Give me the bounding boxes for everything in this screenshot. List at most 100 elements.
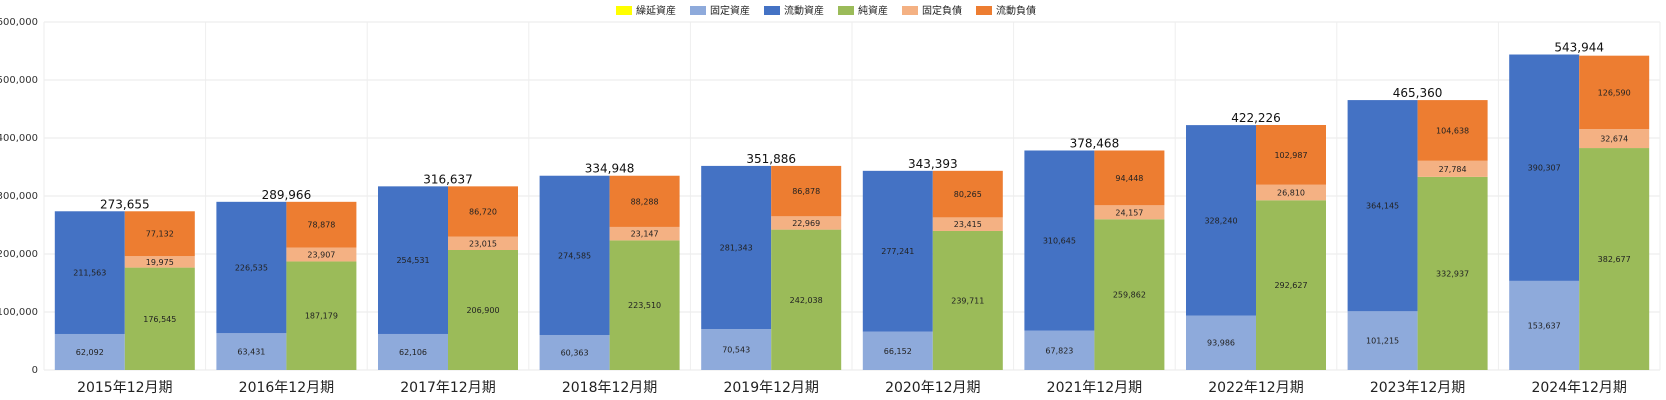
bar-segment <box>1256 200 1326 370</box>
data-label: 88,288 <box>631 197 659 206</box>
data-label: 281,343 <box>720 243 753 252</box>
data-label: 80,265 <box>954 190 982 199</box>
data-label: 274,585 <box>558 251 591 260</box>
data-label: 78,878 <box>307 221 335 230</box>
total-label: 334,948 <box>585 162 635 176</box>
data-label: 277,241 <box>881 247 914 256</box>
legend-swatch <box>902 6 918 15</box>
bar-segment <box>1509 280 1580 370</box>
bar-segment <box>609 226 680 241</box>
data-label: 242,038 <box>790 296 823 305</box>
total-label: 465,360 <box>1393 86 1443 100</box>
bar-segment <box>286 261 357 370</box>
bar-segment <box>1094 205 1165 220</box>
bar-segment <box>1417 160 1488 177</box>
y-tick-label: 300,000 <box>0 191 38 202</box>
bar-segment <box>1094 219 1165 370</box>
bar-segment <box>1347 100 1418 312</box>
bar-segment <box>124 256 195 268</box>
data-label: 153,637 <box>1528 321 1561 330</box>
total-label: 378,468 <box>1070 136 1120 150</box>
legend-swatch <box>616 6 632 15</box>
data-label: 62,106 <box>399 348 427 357</box>
data-label: 70,543 <box>722 346 750 355</box>
bar-segment <box>1256 184 1326 201</box>
bar-segment <box>539 334 610 370</box>
bar-segment <box>862 170 933 332</box>
bar-segment <box>1186 125 1256 316</box>
bar-segment <box>1579 55 1650 130</box>
total-label: 289,966 <box>262 188 312 202</box>
bar-segment <box>932 170 1003 218</box>
data-label: 23,907 <box>307 251 335 260</box>
data-label: 211,563 <box>73 269 106 278</box>
total-label: 316,637 <box>423 172 473 186</box>
total-label: 343,393 <box>908 157 958 171</box>
legend-label: 流動資産 <box>784 4 824 17</box>
legend-swatch <box>690 6 706 15</box>
bar-segment <box>1579 129 1650 149</box>
bar-segment <box>1509 54 1580 281</box>
bar-segment <box>1024 150 1095 331</box>
bar-segment <box>286 247 357 262</box>
legend-label: 流動負債 <box>996 4 1036 17</box>
x-tick-label: 2019年12月期 <box>723 380 818 396</box>
bar-segment <box>932 217 1003 231</box>
bar-segment <box>1347 311 1418 370</box>
data-label: 23,015 <box>469 239 497 248</box>
data-label: 32,674 <box>1600 135 1628 144</box>
data-label: 126,590 <box>1598 88 1631 97</box>
data-label: 102,987 <box>1274 151 1307 160</box>
data-label: 223,510 <box>628 301 661 310</box>
data-label: 62,092 <box>76 348 104 357</box>
bar-segment <box>448 186 518 237</box>
bar-segment <box>1024 330 1095 370</box>
legend-swatch <box>976 6 992 15</box>
bar-segment <box>124 267 195 370</box>
x-tick-label: 2017年12月期 <box>400 380 495 396</box>
data-label: 22,969 <box>792 219 820 228</box>
bar-segment <box>1256 124 1326 185</box>
data-label: 364,145 <box>1366 202 1399 211</box>
data-label: 24,157 <box>1115 208 1143 217</box>
bar-segment <box>771 216 842 230</box>
bar-segment <box>862 331 933 370</box>
legend-label: 純資産 <box>858 4 888 17</box>
bar-segment <box>1094 150 1165 206</box>
bar-segment <box>216 333 287 370</box>
y-tick-label: 500,000 <box>0 75 38 86</box>
data-label: 93,986 <box>1207 339 1235 348</box>
data-label: 310,645 <box>1043 237 1076 246</box>
x-tick-label: 2024年12月期 <box>1531 380 1626 396</box>
bar-segment <box>1417 176 1488 370</box>
data-label: 66,152 <box>884 347 912 356</box>
data-label: 23,147 <box>631 230 659 239</box>
bar-segment <box>1186 315 1256 370</box>
data-label: 26,810 <box>1277 189 1305 198</box>
bar-segment <box>54 333 125 370</box>
data-label: 27,784 <box>1439 165 1467 174</box>
bar-segment <box>378 333 448 370</box>
data-label: 23,415 <box>954 220 982 229</box>
data-label: 86,720 <box>469 208 497 217</box>
data-label: 67,823 <box>1045 346 1073 355</box>
total-label: 422,226 <box>1231 111 1281 125</box>
y-tick-label: 0 <box>32 365 38 376</box>
y-tick-label: 100,000 <box>0 307 38 318</box>
bar-segment <box>771 165 842 217</box>
legend-swatch <box>764 6 780 15</box>
bar-segment <box>771 229 842 370</box>
data-label: 226,535 <box>235 264 268 273</box>
y-tick-label: 600,000 <box>0 17 38 28</box>
bar-segment <box>932 230 1003 370</box>
x-tick-label: 2018年12月期 <box>562 380 657 396</box>
y-tick-label: 400,000 <box>0 133 38 144</box>
data-label: 259,862 <box>1113 291 1146 300</box>
data-label: 104,638 <box>1436 126 1469 135</box>
legend-label: 固定負債 <box>922 4 962 17</box>
data-label: 390,307 <box>1528 164 1561 173</box>
data-label: 63,431 <box>237 348 265 357</box>
legend-swatch <box>838 6 854 15</box>
